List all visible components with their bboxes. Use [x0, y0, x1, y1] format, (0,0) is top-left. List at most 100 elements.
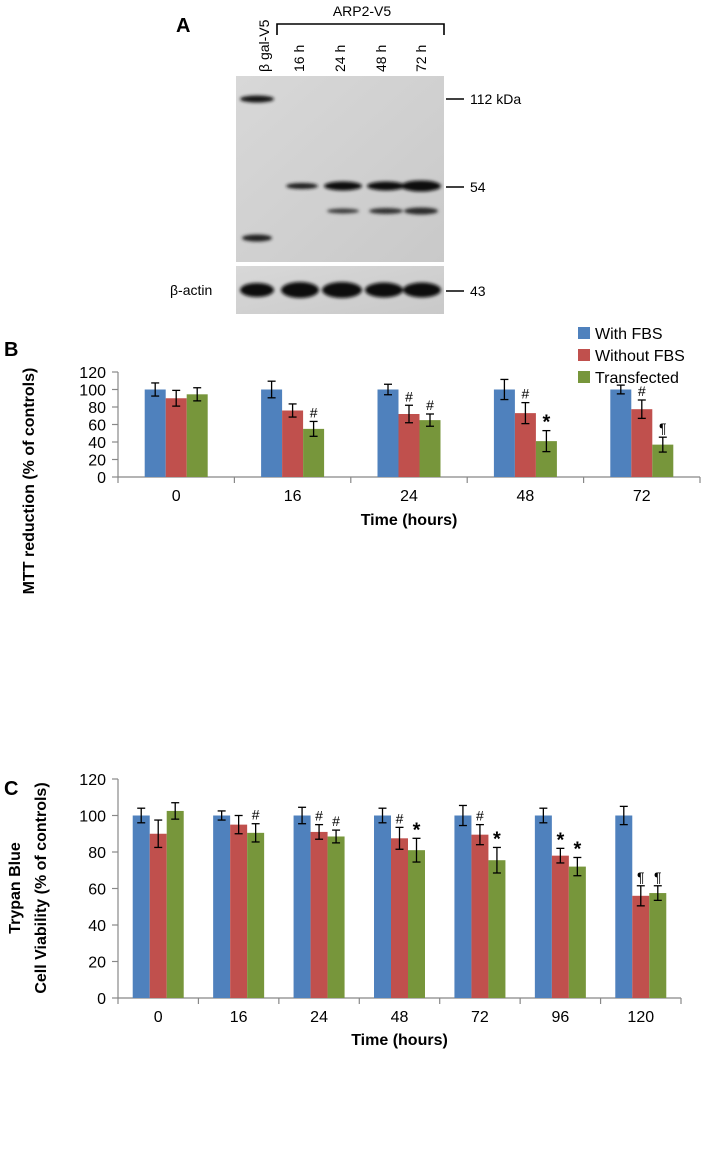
panel-c-chart: C 0 20 40 60 80 100 120 0 16 24 48 72 96 120 Time (hou…: [4, 772, 682, 1049]
band-actin-1: [240, 283, 274, 297]
panel-c-bar-with-fbs: [213, 815, 231, 998]
panel-b-significance-mark: ¶: [659, 420, 667, 436]
panel-c-y-tick-label: 0: [97, 991, 106, 1008]
panel-b-bar-without-fbs: [398, 414, 420, 477]
band-24h-54: [324, 181, 362, 191]
panel-b-y-tick-label: 40: [88, 435, 106, 452]
panel-b-legend-label: Without FBS: [595, 348, 685, 365]
panel-b-x-tick-label: 48: [517, 488, 535, 505]
panel-c-bar-transfected: [649, 893, 667, 998]
panel-b-significance-mark: #: [405, 388, 413, 404]
panel-b-bar-with-fbs: [144, 389, 166, 477]
panel-c-x-tick-label: 72: [471, 1009, 489, 1026]
panel-c-significance-mark: #: [315, 808, 323, 824]
panel-b-bar-with-fbs: [610, 389, 632, 477]
lane-label-48h: 48 h: [373, 45, 389, 72]
band-48h-low: [369, 208, 403, 214]
panel-b-y-tick-label: 120: [79, 365, 106, 382]
blot-upper: [236, 76, 444, 262]
panel-c-bar-transfected: [568, 866, 586, 998]
lane-label-24h: 24 h: [332, 45, 348, 72]
group-label: ARP2-V5: [333, 3, 392, 19]
band-24h-low: [327, 208, 359, 214]
panel-c-significance-mark: #: [396, 810, 404, 826]
panel-b-bar-transfected: [652, 444, 674, 477]
panel-b-legend-label: Transfected: [595, 370, 679, 387]
panel-c-bar-transfected: [488, 860, 506, 998]
panel-c-bar-with-fbs: [615, 815, 633, 998]
panel-a-label: A: [176, 15, 190, 37]
panel-b-significance-mark: *: [543, 412, 551, 434]
panel-c-y-axis-title-line: Trypan Blue: [7, 842, 24, 934]
panel-b-legend-swatch: [578, 371, 590, 383]
panel-b-bar-with-fbs: [493, 389, 515, 477]
panel-b-bar-transfected: [186, 394, 208, 477]
band-actin-5: [403, 282, 441, 298]
panel-b-legend-swatch: [578, 327, 590, 339]
panel-c-significance-mark: *: [556, 829, 564, 851]
panel-c-x-tick-label: 96: [551, 1009, 569, 1026]
panel-b-x-tick-label: 24: [400, 488, 418, 505]
band-72h-low: [404, 207, 438, 215]
panel-b-bar-with-fbs: [377, 389, 399, 477]
panel-c-bar-without-fbs: [310, 831, 328, 998]
band-actin-3: [322, 282, 362, 298]
blot-lower-bands: [240, 282, 441, 298]
panel-b-bar-without-fbs: [165, 398, 187, 477]
panel-c-bar-with-fbs: [374, 815, 391, 998]
panel-c-bar-transfected: [247, 832, 265, 998]
marker-label-112: 112 kDa: [470, 91, 521, 107]
panel-b-x-axis-title: Time (hours): [361, 512, 458, 529]
panel-b-label: B: [4, 339, 18, 361]
actin-label: β-actin: [170, 282, 212, 298]
panel-b-bar-without-fbs: [514, 413, 536, 477]
panel-c-bar-transfected: [408, 850, 425, 998]
lane-label-bgal: β gal-V5: [256, 19, 272, 72]
panel-c-bar-with-fbs: [132, 815, 150, 998]
panel-c-significance-mark: *: [573, 838, 581, 860]
group-bracket: [276, 23, 445, 35]
panel-c-significance-mark: *: [413, 819, 421, 841]
panel-c-bar-without-fbs: [471, 834, 489, 998]
panel-c-significance-mark: #: [332, 813, 340, 829]
panel-c-significance-mark: ¶: [654, 869, 662, 885]
panel-b-significance-mark: #: [310, 404, 318, 420]
panel-c-y-tick-label: 80: [88, 845, 106, 862]
lane-label-72h: 72 h: [413, 45, 429, 72]
band-48h-54: [367, 181, 405, 191]
panel-b-y-tick-label: 100: [79, 383, 106, 400]
panel-c-y-axis-title-line: Cell Viability (% of controls): [33, 782, 50, 993]
blot-upper-bands: [240, 95, 441, 242]
panel-c-y-tick-label: 20: [88, 955, 106, 972]
panel-b-x-tick-label: 16: [284, 488, 302, 505]
panel-b-y-axis-title: MTT reduction (% of controls): [21, 368, 38, 595]
panel-b-bar-without-fbs: [282, 410, 304, 477]
panel-c-significance-mark: ¶: [637, 869, 645, 885]
panel-c-bar-with-fbs: [534, 815, 552, 998]
marker-label-43: 43: [470, 283, 486, 299]
band-actin-4: [365, 282, 403, 298]
panel-a: A β gal-V5 16 h 24 h 48 h 72 h ARP2-V5: [170, 3, 521, 314]
panel-c-bar-without-fbs: [551, 855, 569, 998]
band-actin-2: [281, 282, 319, 298]
panel-c-bar-transfected: [166, 810, 184, 998]
panel-b-significance-mark: #: [522, 386, 530, 402]
panel-c-y-tick-label: 60: [88, 882, 106, 899]
panel-c-x-axis-title: Time (hours): [351, 1032, 448, 1049]
panel-c-y-tick-label: 120: [79, 772, 106, 789]
panel-c-bar-without-fbs: [230, 824, 248, 998]
panel-c-significance-mark: #: [252, 807, 260, 823]
panel-c-bar-without-fbs: [391, 838, 408, 998]
panel-b-significance-mark: #: [638, 383, 646, 399]
panel-c-x-tick-label: 120: [627, 1009, 654, 1026]
panel-b-y-tick-label: 20: [88, 453, 106, 470]
panel-b-x-tick-label: 0: [172, 488, 181, 505]
panel-b-y-tick-label: 80: [88, 400, 106, 417]
band-bgal-112: [240, 95, 274, 103]
panel-b-y-tick-label: 0: [97, 470, 106, 487]
panel-c-x-tick-label: 16: [230, 1009, 248, 1026]
panel-c-y-tick-label: 100: [79, 809, 106, 826]
band-bgal-low: [242, 234, 272, 242]
panel-b-significance-mark: #: [426, 397, 434, 413]
panel-c-label: C: [4, 778, 18, 800]
